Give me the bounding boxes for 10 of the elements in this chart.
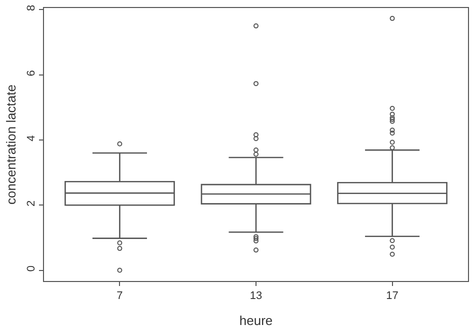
y-tick-label: 2 — [26, 200, 38, 207]
x-axis-title: heure — [239, 312, 273, 328]
y-axis-title: concentration lactate — [4, 84, 19, 204]
y-tick-label: 6 — [26, 70, 38, 76]
x-tick-label: 17 — [386, 290, 398, 302]
y-tick-label: 8 — [26, 4, 38, 12]
x-tick-label: 7 — [116, 290, 123, 302]
x-tick-label: 13 — [250, 290, 262, 302]
y-tick-label: 0 — [26, 266, 38, 272]
y-tick-label: 4 — [26, 135, 38, 142]
